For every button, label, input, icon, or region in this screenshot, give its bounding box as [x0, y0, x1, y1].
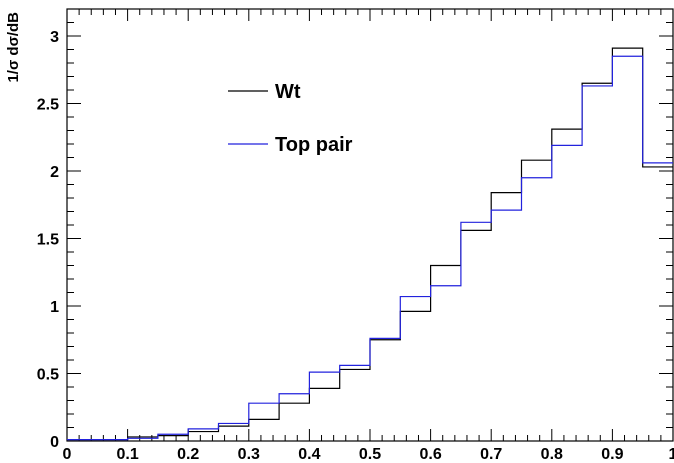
- x-tick-label: 0.2: [177, 446, 199, 463]
- legend: Wt Top pair: [228, 81, 353, 156]
- x-tick-label: 0.7: [480, 446, 502, 463]
- y-tick-label: 0: [50, 434, 59, 451]
- x-tick-label: 0.5: [359, 446, 381, 463]
- series-layer: [67, 47, 673, 441]
- legend-label-wt: Wt: [275, 81, 301, 103]
- y-tick-label: 2.5: [37, 97, 59, 114]
- ticks-layer: 0 0.1 0.2 0.3 0.4 0.5 0.6 0.7 0.8 0.9 1 0 0.5 1 1.5 2 2.…: [37, 8, 674, 463]
- x-tick-label: 0: [63, 446, 72, 463]
- y-tick-label: 0.5: [37, 367, 59, 384]
- y-axis-title: 1/σ dσ/dB: [5, 12, 22, 83]
- plot-frame: [66, 8, 674, 442]
- y-tick-label: 2: [50, 164, 59, 181]
- x-tick-label: 0.1: [116, 446, 138, 463]
- x-tick-label: 0.8: [541, 446, 563, 463]
- y-tick-label: 1.5: [37, 232, 59, 249]
- x-tick-label: 0.3: [238, 446, 260, 463]
- x-tick-label: 1: [669, 446, 674, 463]
- x-tick-label: 0.6: [419, 446, 441, 463]
- y-tick-label: 3: [50, 29, 59, 46]
- y-tick-label: 1: [50, 299, 59, 316]
- x-tick-label: 0.9: [601, 446, 623, 463]
- legend-label-top-pair: Top pair: [275, 134, 353, 156]
- series-line-top-pair: [67, 55, 673, 441]
- x-tick-label: 0.4: [298, 446, 320, 463]
